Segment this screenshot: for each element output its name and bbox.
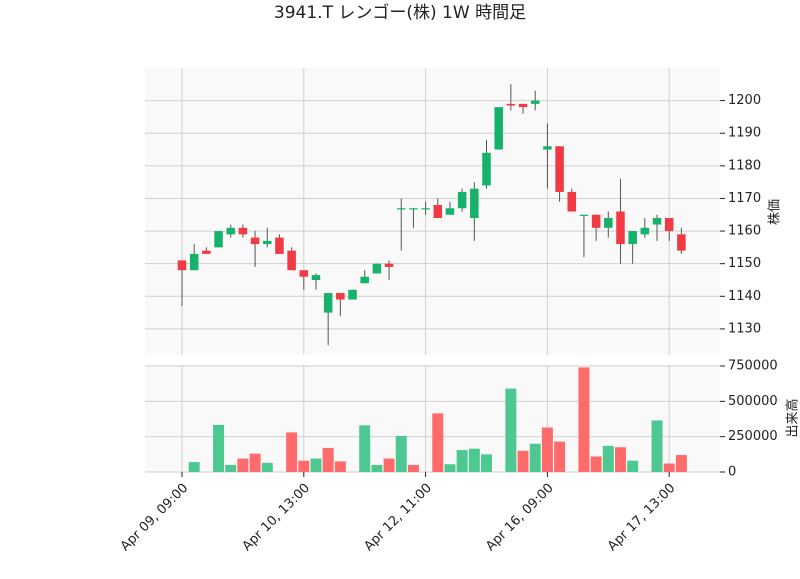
candle-body [214, 231, 223, 247]
candle-body [616, 212, 625, 245]
candle-body [373, 264, 382, 274]
y-tick-label: 1160 [728, 224, 761, 239]
candle-body [446, 208, 455, 215]
candle-body [421, 208, 430, 209]
candle-body [641, 228, 650, 235]
candle-body [592, 215, 601, 228]
candle-body [555, 146, 564, 192]
candle-body [409, 208, 418, 209]
candle-body [324, 293, 333, 313]
volume-bar [298, 461, 309, 472]
candle-body [312, 275, 321, 280]
y-tick-label: 500000 [728, 394, 778, 409]
volume-bar [469, 449, 480, 472]
volume-bar [676, 455, 687, 472]
volume-bar [518, 451, 529, 472]
volume-bar [384, 459, 395, 472]
y-tick-label: 1180 [728, 158, 761, 173]
volume-axis-label: 出来高 [785, 398, 800, 437]
volume-bar [213, 425, 224, 472]
volume-bar [359, 425, 370, 472]
candle-body [360, 277, 369, 284]
volume-bar [189, 462, 200, 472]
x-tick-label: Apr 10, 13:00 [240, 481, 313, 554]
price-panel [145, 68, 720, 355]
volume-bar [323, 448, 334, 472]
volume-bar [371, 465, 382, 472]
candle-body [677, 234, 686, 250]
candle-body [434, 205, 443, 218]
volume-bar [286, 432, 297, 472]
volume-bar [250, 454, 261, 472]
candle-body [239, 228, 248, 235]
price-axis-label: 株価 [768, 199, 783, 225]
candle-body [348, 290, 357, 300]
candle-body [653, 218, 662, 225]
x-tick-label: Apr 12, 11:00 [361, 481, 434, 554]
y-tick-label: 0 [728, 465, 736, 480]
x-tick-label: Apr 17, 13:00 [605, 481, 678, 554]
candle-body [507, 104, 516, 106]
volume-bar [444, 464, 455, 472]
candle-body [251, 238, 260, 245]
candle-body [458, 192, 467, 208]
candle-body [287, 251, 296, 271]
candle-body [580, 215, 589, 216]
x-tick-label: Apr 09, 09:00 [118, 481, 191, 554]
y-tick-label: 1130 [728, 321, 761, 336]
y-tick-label: 1170 [728, 191, 761, 206]
volume-bar [627, 461, 638, 472]
chart-title: 3941.T レンゴー(株) 1W 時間足 [274, 2, 526, 23]
candle-body [300, 270, 309, 277]
volume-bar [615, 447, 626, 472]
candle-body [263, 241, 272, 244]
volume-bar [542, 427, 553, 472]
candle-body [665, 218, 674, 231]
volume-bar [603, 446, 614, 472]
candle-body [628, 231, 637, 244]
candle-body [519, 104, 528, 107]
volume-bar [457, 450, 468, 472]
candle-body [494, 107, 503, 149]
volume-bar [578, 367, 589, 472]
candle-body [226, 228, 235, 235]
candle-body [275, 238, 284, 254]
candle-body [178, 260, 187, 270]
candle-body [604, 218, 613, 228]
candle-body [397, 208, 406, 209]
y-tick-label: 1190 [728, 126, 761, 141]
y-tick-label: 250000 [728, 429, 778, 444]
candle-body [470, 189, 479, 218]
volume-bar [396, 436, 407, 472]
y-tick-label: 1200 [728, 93, 761, 108]
volume-bar [408, 465, 419, 472]
volume-bar [262, 463, 273, 472]
volume-bar [530, 444, 541, 472]
volume-bar [505, 389, 516, 472]
y-tick-label: 1150 [728, 256, 761, 271]
candle-body [202, 251, 211, 254]
volume-bar [664, 464, 675, 472]
volume-bar [481, 454, 492, 472]
candle-body [567, 192, 576, 212]
volume-bar [335, 461, 346, 472]
volume-bar [237, 459, 248, 472]
volume-bar [591, 456, 602, 472]
volume-bar [432, 413, 443, 472]
volume-bar [225, 465, 236, 472]
volume-bar [554, 442, 565, 472]
y-tick-label: 1140 [728, 289, 761, 304]
candle-body [190, 254, 199, 270]
volume-bar [652, 420, 663, 472]
x-tick-label: Apr 16, 09:00 [483, 481, 556, 554]
volume-bar [310, 459, 321, 472]
candle-body [531, 101, 540, 104]
candle-body [482, 153, 491, 186]
y-tick-label: 750000 [728, 358, 778, 373]
candle-body [543, 146, 552, 149]
candle-body [385, 264, 394, 267]
candle-body [336, 293, 345, 300]
